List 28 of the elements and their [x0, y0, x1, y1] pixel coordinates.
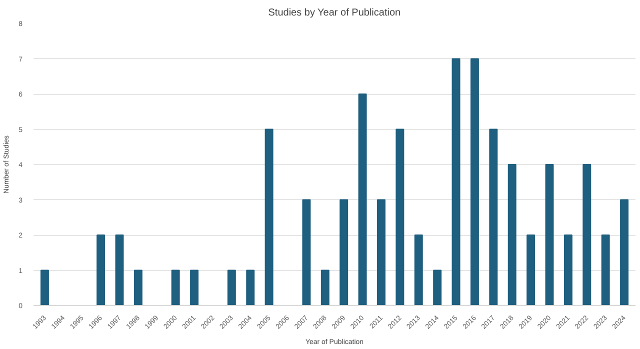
bar — [452, 58, 460, 306]
bar — [470, 58, 479, 306]
bar — [134, 270, 142, 306]
bar — [414, 234, 423, 306]
bar — [227, 270, 236, 306]
bar — [190, 270, 199, 306]
bar — [320, 270, 330, 306]
bar — [526, 234, 536, 306]
bar — [433, 270, 442, 306]
chart-title: Studies by Year of Publication — [268, 8, 401, 18]
bar — [96, 234, 106, 306]
bar — [508, 164, 516, 306]
bar — [340, 199, 348, 306]
bar — [620, 199, 629, 306]
bar — [115, 234, 124, 306]
bar — [601, 234, 610, 306]
bar — [396, 128, 404, 306]
bar — [489, 128, 498, 306]
bar — [264, 128, 274, 306]
bar — [358, 94, 367, 306]
bar — [171, 270, 180, 306]
bar — [302, 199, 311, 306]
bar — [564, 234, 572, 306]
bar — [582, 164, 592, 306]
bar — [545, 164, 554, 306]
bar — [377, 199, 386, 306]
bar — [40, 270, 49, 306]
bar — [246, 270, 255, 306]
